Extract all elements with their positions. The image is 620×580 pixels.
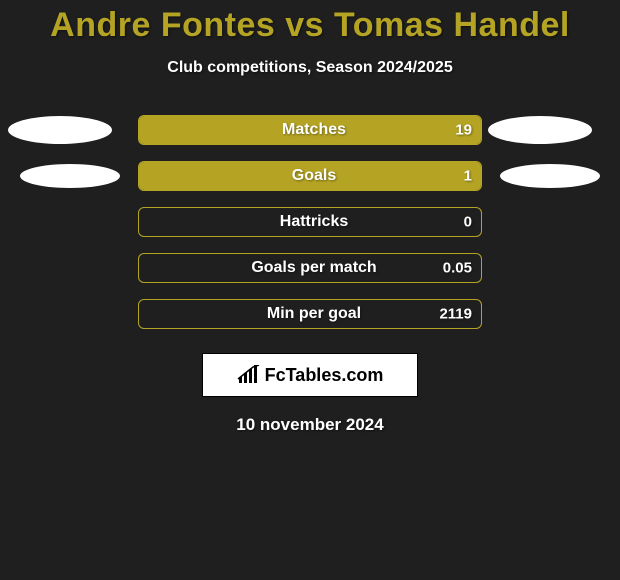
subtitle: Club competitions, Season 2024/2025 [0, 59, 620, 77]
stat-value: 0 [464, 214, 472, 231]
stats-area: Matches 19 Goals 1 Hattricks 0 Goals per match… [0, 115, 620, 329]
stat-label: Goals [292, 167, 336, 185]
date: 10 november 2024 [0, 415, 620, 435]
stat-label: Goals per match [251, 259, 376, 277]
stat-row: Min per goal 2119 [0, 299, 620, 329]
comparison-infographic: Andre Fontes vs Tomas Handel Club compet… [0, 0, 620, 580]
stat-row: Goals 1 [0, 161, 620, 191]
right-decor-ellipse [500, 164, 600, 188]
stat-value: 2119 [439, 306, 472, 323]
stat-label: Matches [282, 121, 346, 139]
stat-label: Hattricks [280, 213, 348, 231]
stat-value: 0.05 [443, 260, 472, 277]
site-logo: FcTables.com [202, 353, 418, 397]
stat-label: Min per goal [267, 305, 361, 323]
stat-value: 19 [455, 122, 472, 139]
left-decor-ellipse [8, 116, 112, 144]
logo-text: FcTables.com [265, 365, 384, 386]
bar-chart-icon [237, 365, 261, 385]
left-decor-ellipse [20, 164, 120, 188]
right-decor-ellipse [488, 116, 592, 144]
stat-row: Hattricks 0 [0, 207, 620, 237]
stat-value: 1 [464, 168, 472, 185]
stat-row: Matches 19 [0, 115, 620, 145]
page-title: Andre Fontes vs Tomas Handel [0, 0, 620, 45]
stat-row: Goals per match 0.05 [0, 253, 620, 283]
